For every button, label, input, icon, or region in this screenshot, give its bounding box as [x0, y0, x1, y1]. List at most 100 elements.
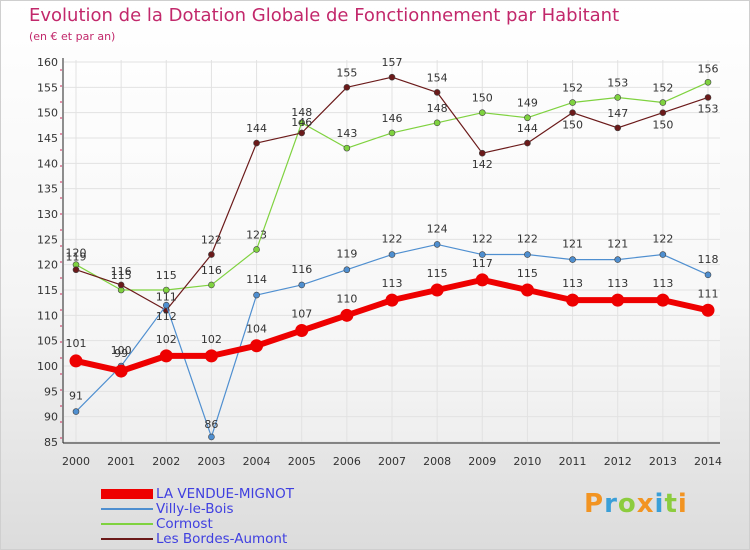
x-tick-label: 2004 — [243, 455, 271, 468]
data-label: 147 — [607, 107, 628, 120]
data-point — [478, 149, 486, 157]
data-point — [524, 139, 531, 147]
data-label: 148 — [427, 102, 448, 115]
data-point — [478, 251, 486, 258]
data-label: 101 — [66, 337, 87, 350]
data-label: 150 — [562, 119, 583, 132]
data-label: 107 — [291, 308, 312, 321]
data-point — [72, 408, 80, 415]
data-label: 102 — [201, 333, 222, 346]
data-label: 113 — [382, 277, 403, 290]
data-point — [69, 354, 83, 368]
y-tick-label: 110 — [37, 309, 58, 322]
data-point — [72, 266, 80, 274]
data-label: 111 — [698, 287, 719, 300]
data-point — [159, 349, 173, 363]
legend-item: Cormost — [101, 516, 213, 532]
data-label: 119 — [336, 248, 357, 261]
x-tick-label: 2010 — [513, 455, 541, 468]
data-point — [524, 251, 531, 258]
x-tick-label: 2005 — [288, 455, 316, 468]
data-label: 156 — [698, 62, 719, 75]
data-label: 123 — [246, 228, 267, 241]
data-point — [340, 308, 354, 322]
legend-item: Villy-le-Bois — [101, 501, 234, 517]
data-label: 152 — [652, 82, 673, 95]
data-label: 119 — [66, 251, 87, 264]
x-tick-label: 2013 — [649, 455, 677, 468]
y-tick-label: 155 — [37, 81, 58, 94]
data-point — [298, 119, 306, 127]
data-point — [298, 129, 306, 137]
data-label: 121 — [607, 238, 628, 251]
legend-label: LA VENDUE-MIGNOT — [156, 486, 294, 502]
y-tick-label: 125 — [37, 233, 58, 246]
data-point — [433, 89, 441, 96]
data-label: 144 — [246, 122, 267, 135]
data-point — [253, 246, 260, 253]
data-label: 115 — [517, 267, 538, 280]
data-point — [388, 129, 396, 137]
data-label: 102 — [156, 333, 177, 346]
data-label: 118 — [698, 253, 719, 266]
logo-letter: P — [584, 489, 605, 519]
y-tick-label: 150 — [37, 107, 58, 120]
y-tick-label: 160 — [37, 56, 58, 69]
data-point — [433, 241, 441, 248]
data-point — [385, 293, 399, 307]
data-label: 104 — [246, 323, 267, 336]
x-tick-label: 2002 — [152, 455, 180, 468]
data-point — [388, 251, 396, 258]
data-point — [162, 286, 170, 294]
chart-title: Evolution de la Dotation Globale de Fonc… — [29, 5, 620, 26]
data-label: 144 — [517, 122, 538, 135]
data-label: 91 — [69, 390, 83, 403]
series-lines — [69, 73, 715, 441]
y-tick-label: 135 — [37, 183, 58, 196]
data-label: 150 — [472, 92, 493, 105]
y-tick-label: 100 — [37, 360, 58, 373]
data-point — [701, 303, 715, 317]
data-label: 115 — [111, 269, 132, 282]
data-point — [298, 281, 306, 289]
data-point — [569, 99, 576, 106]
data-label: 142 — [472, 158, 493, 171]
data-label: 149 — [517, 97, 538, 110]
x-tick-label: 2011 — [559, 455, 587, 468]
data-label: 146 — [291, 116, 312, 129]
legend-swatch — [101, 508, 153, 510]
logo-letter: i — [654, 489, 665, 519]
data-label: 113 — [652, 277, 673, 290]
x-tick-label: 2000 — [62, 455, 90, 468]
chart-subtitle: (en € et par an) — [29, 30, 116, 43]
grid-lines — [64, 60, 720, 443]
data-point — [253, 291, 260, 299]
data-label: 122 — [201, 234, 222, 247]
data-label: 110 — [336, 292, 357, 305]
data-point — [343, 144, 351, 152]
data-label: 100 — [111, 344, 132, 357]
data-point — [569, 256, 576, 263]
y-tick-label: 130 — [37, 208, 58, 221]
data-label: 86 — [204, 418, 218, 431]
data-point — [253, 139, 260, 147]
data-label: 146 — [382, 112, 403, 125]
legend-item: Les Bordes-Aumont — [101, 531, 287, 547]
y-tick-label: 140 — [37, 157, 58, 170]
data-point — [566, 293, 580, 307]
data-point — [524, 114, 531, 122]
data-point — [343, 84, 351, 91]
data-point — [569, 109, 576, 116]
data-label: 117 — [472, 257, 493, 270]
proxiti-logo: Proxiti — [584, 489, 688, 519]
data-label: 143 — [336, 127, 357, 140]
data-label: 113 — [562, 277, 583, 290]
data-label: 113 — [607, 277, 628, 290]
data-label: 115 — [156, 269, 177, 282]
x-tick-label: 2006 — [333, 455, 361, 468]
data-point — [430, 283, 444, 297]
legend-item: LA VENDUE-MIGNOT — [101, 486, 294, 502]
y-tick-label: 90 — [44, 411, 58, 424]
legend-swatch — [101, 523, 153, 525]
